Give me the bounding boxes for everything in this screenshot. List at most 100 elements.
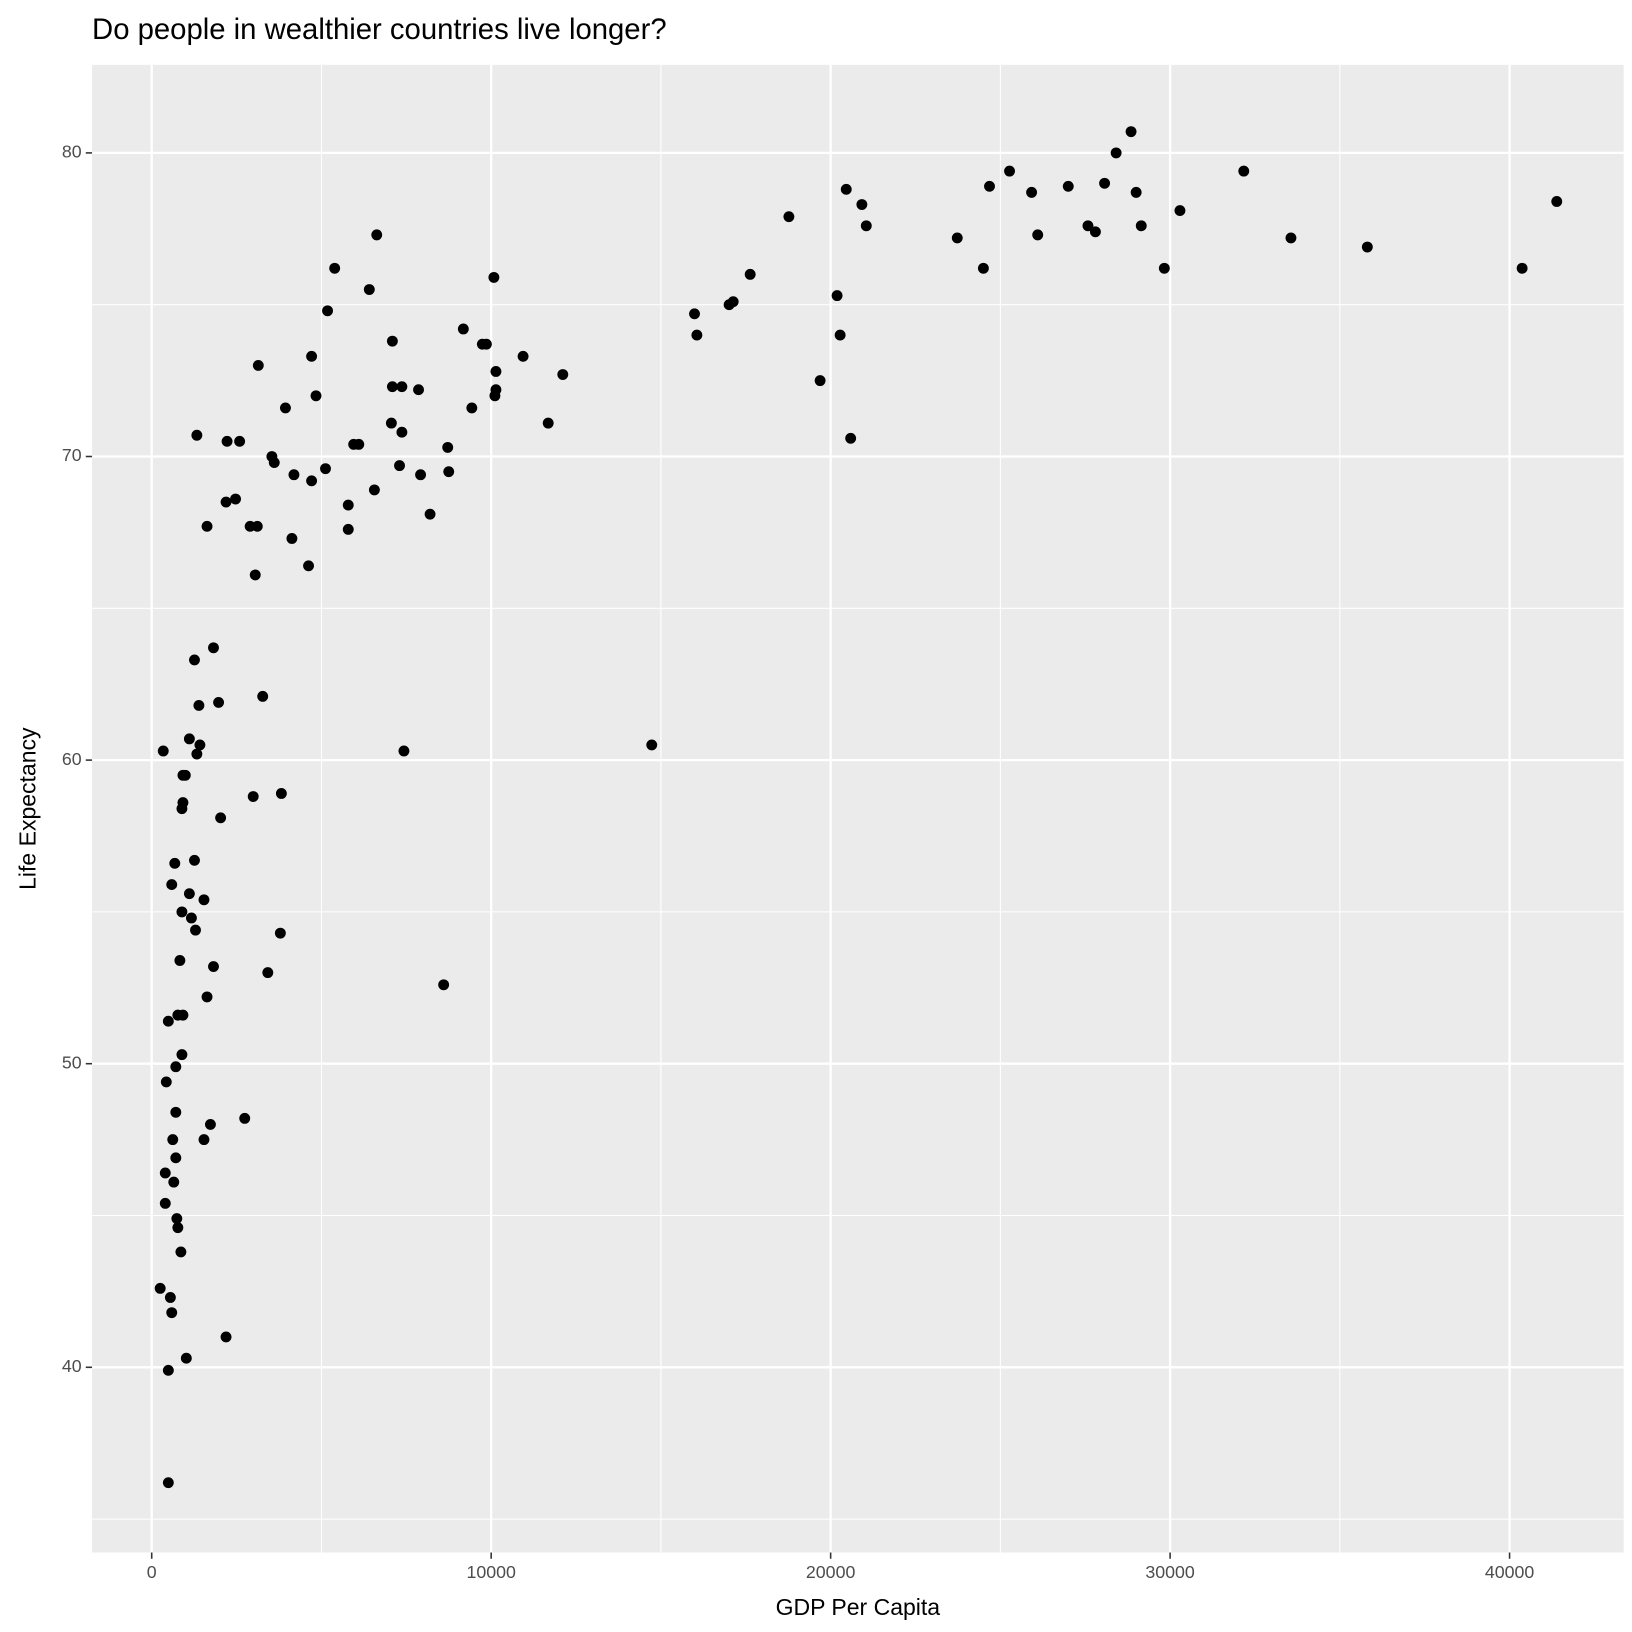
point [168,1176,180,1188]
point [201,520,213,532]
point [172,1009,184,1021]
point [342,499,354,511]
point [845,432,857,444]
point [1026,186,1038,198]
point [814,375,826,387]
point [489,390,501,402]
point [170,1061,182,1073]
point [1110,147,1122,159]
x-tick-label: 40000 [1485,1562,1535,1582]
point [257,690,269,702]
point [280,402,291,414]
point [1082,220,1094,232]
point [1032,229,1044,241]
point [386,381,398,393]
point [1004,165,1015,177]
point [542,417,554,429]
point [396,381,408,393]
point [457,323,469,335]
point [172,1222,184,1234]
x-tick-label: 20000 [806,1562,856,1582]
point [415,469,427,481]
point [162,1015,174,1027]
point [220,496,232,508]
point [162,1364,174,1376]
point [438,979,450,991]
point [170,1106,182,1118]
point [385,417,397,429]
point [480,338,492,350]
point [274,927,286,939]
point [1130,186,1142,198]
point [386,335,398,347]
point [689,308,700,320]
point [320,463,331,475]
point [198,1134,210,1146]
point [183,888,195,900]
point [166,1307,178,1319]
point [306,475,318,487]
point [1089,226,1101,238]
panel [92,64,1624,1553]
point [691,329,703,341]
point [179,769,191,781]
point [342,523,354,535]
point [398,745,410,757]
point [176,1049,188,1061]
point [268,457,280,469]
point [159,1197,171,1209]
point [856,199,868,210]
point [1174,205,1186,217]
point [368,484,380,496]
point [159,1167,171,1179]
point [189,854,200,866]
point [174,955,186,966]
point [169,857,181,869]
point [1285,232,1297,244]
x-axis-title: GDP Per Capita [776,1594,941,1620]
y-axis-title: Life Expectancy [14,727,40,890]
point [363,284,375,295]
point [175,1246,187,1258]
x-tick-label: 10000 [466,1562,516,1582]
point [221,435,233,447]
point [189,654,200,666]
point [249,569,261,581]
point [286,533,298,544]
point [190,924,201,936]
point [557,369,569,380]
y-tick-label: 70 [62,445,82,465]
point [1158,262,1170,274]
point [215,812,227,824]
point [443,466,455,478]
point [783,211,795,223]
point [166,879,178,891]
y-tick-label: 60 [62,749,82,769]
point [303,560,314,572]
point [213,696,225,708]
point [977,262,989,274]
point [322,305,333,317]
point [262,967,274,979]
point [840,183,852,195]
point [171,1213,183,1224]
point [951,232,963,244]
point [191,429,203,441]
point [194,739,206,751]
point [208,642,219,654]
point [185,912,197,924]
y-tick-label: 80 [62,142,82,162]
point [1361,241,1373,253]
point [424,508,436,520]
x-tick-label: 0 [147,1562,157,1582]
point [201,991,213,1003]
point [164,1292,176,1303]
point [157,745,169,757]
y-tick-label: 50 [62,1052,82,1072]
point [176,906,188,918]
point [162,1477,174,1489]
point [183,733,195,745]
point [517,350,529,362]
point [860,220,872,232]
